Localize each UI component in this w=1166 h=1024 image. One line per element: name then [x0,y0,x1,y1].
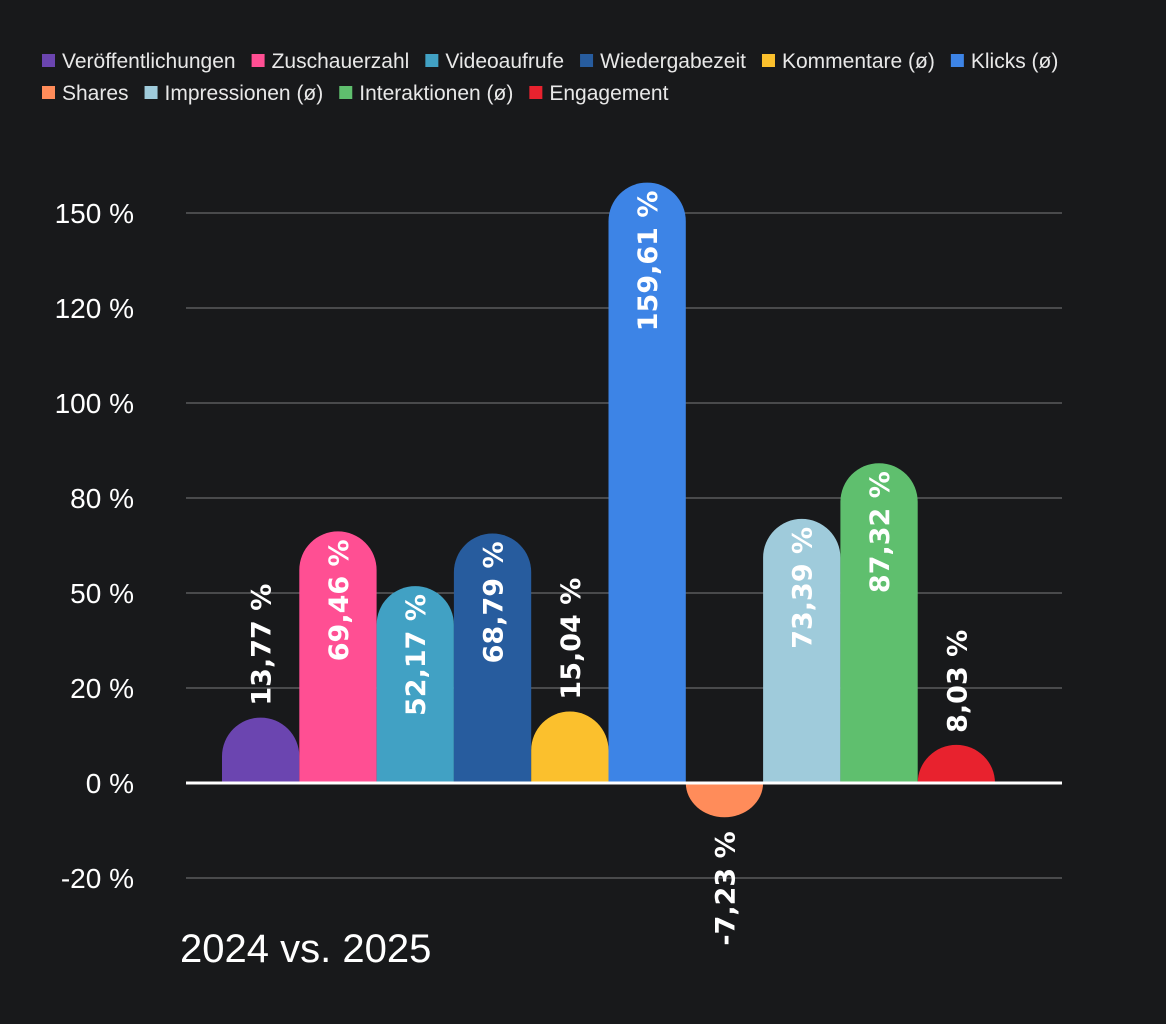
value-labels: 13,77 % 69,46 % 52,17 % 68,79 % 15,04 % 159,6… [247,191,974,946]
legend-item: Shares [42,82,129,105]
bar [376,586,454,783]
bar [531,711,609,783]
bar [608,182,686,783]
legend-item: Engagement [529,82,669,105]
bar [299,531,377,783]
y-tick-label: 20 % [70,673,134,704]
legend-swatch [761,54,775,67]
y-tick-label: -20 % [61,863,134,894]
bar [222,717,300,783]
y-axis: 150 % 120 % 100 % 80 % 50 % 20 % 0 % -20 % [55,198,134,894]
y-tick-label: 100 % [55,388,134,419]
y-tick-label: 80 % [70,483,134,514]
legend-swatch [950,54,964,67]
bar [453,533,532,783]
legend-item: Wiedergabezeit [580,50,746,73]
bar-value-label: 159,61 % [633,191,664,332]
y-tick-label: 150 % [55,198,134,229]
legend-label: Kommentare (ø) [782,50,935,73]
legend-swatch [339,86,353,99]
legend-item: Klicks (ø) [950,50,1059,73]
bar [917,744,995,783]
legend-label: Impressionen (ø) [165,82,324,105]
chart-legend: Veröffentlichungen Zuschauerzahl Videoaufr… [42,50,1058,105]
bar [685,783,764,818]
legend-item: Kommentare (ø) [761,50,935,73]
legend-label: Interaktionen (ø) [359,82,513,105]
chart-bars [222,182,995,818]
bar-value-label: 69,46 % [324,539,355,661]
bar-value-label: 73,39 % [788,527,819,649]
legend-swatch [251,54,265,67]
bar-value-label: 8,03 % [942,630,973,733]
legend-swatch [42,54,55,67]
bar [763,518,841,783]
legend-swatch [529,86,543,99]
legend-item: Videoaufrufe [425,50,564,73]
y-tick-label: 120 % [55,293,134,324]
bar-value-label: -7,23 % [710,831,741,945]
bar [840,463,918,783]
legend-label: Veröffentlichungen [62,50,236,73]
legend-label: Klicks (ø) [971,50,1059,73]
legend-label: Engagement [549,82,668,105]
bar-value-label: 68,79 % [479,541,510,663]
legend-swatch [42,86,55,99]
bar-value-label: 52,17 % [401,594,432,716]
legend-label: Wiedergabezeit [600,50,746,73]
legend-swatch [580,54,594,67]
legend-swatch [144,86,158,99]
legend-item: Impressionen (ø) [144,82,324,105]
legend-label: Zuschauerzahl [272,50,410,73]
legend-label: Shares [62,82,129,105]
bar-value-label: 13,77 % [247,584,278,706]
legend-item: Veröffentlichungen [42,50,236,73]
legend-label: Videoaufrufe [445,50,564,73]
category-label: 2024 vs. 2025 [180,927,431,971]
legend-swatch [425,54,439,67]
legend-item: Zuschauerzahl [251,50,410,73]
legend-item: Interaktionen (ø) [339,82,513,105]
y-tick-label: 0 % [86,768,134,799]
bar-value-label: 15,04 % [556,578,587,700]
y-tick-label: 50 % [70,578,134,609]
bar-value-label: 87,32 % [865,471,896,593]
